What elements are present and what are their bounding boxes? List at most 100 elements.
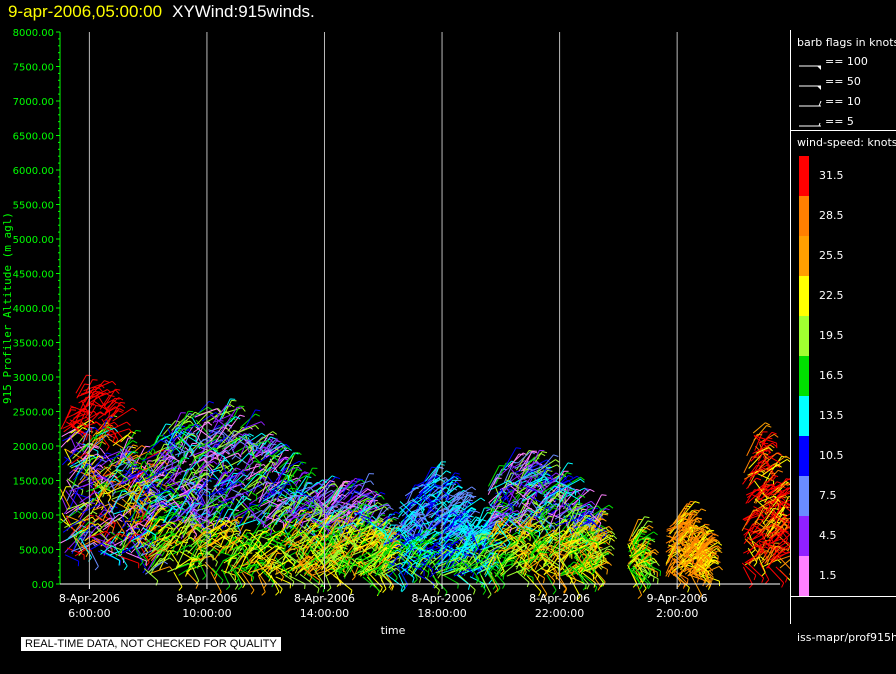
wind-barb-flag: [277, 517, 282, 522]
wind-barb-flag: [411, 499, 417, 504]
wind-barb: [338, 522, 355, 529]
wind-barb: [264, 515, 284, 523]
wind-barb-flag: [177, 541, 183, 543]
wind-barb: [411, 516, 424, 529]
wind-barb: [118, 476, 136, 486]
wind-barb: [65, 515, 75, 532]
wind-barb: [82, 455, 90, 469]
wind-barb: [138, 525, 150, 539]
wind-barb: [212, 405, 227, 424]
wind-barb: [475, 512, 489, 529]
wind-barb: [453, 526, 469, 539]
wind-barb: [259, 485, 271, 503]
wind-barb: [96, 380, 113, 389]
wind-barb-flag: [262, 522, 265, 528]
wind-barb-flag: [189, 502, 194, 507]
wind-barb: [262, 455, 275, 474]
wind-barb-flag: [391, 531, 398, 534]
wind-barb-flag: [396, 549, 402, 553]
wind-barb-flag: [229, 479, 234, 484]
wind-barb: [77, 391, 92, 398]
wind-barb: [449, 543, 471, 553]
wind-barb-flag: [177, 519, 182, 524]
wind-barb: [286, 512, 308, 521]
wind-barb: [248, 442, 263, 451]
wind-barb: [213, 559, 225, 576]
wind-barb-flag: [580, 538, 585, 542]
wind-barb: [239, 561, 262, 574]
wind-barb: [256, 542, 267, 556]
wind-barb: [561, 561, 575, 574]
wind-barb: [146, 469, 164, 481]
wind-barb: [422, 467, 432, 486]
wind-barb-flag: [421, 508, 425, 514]
wind-barb-flag: [475, 510, 480, 514]
wind-barb: [324, 500, 339, 512]
wind-barb: [303, 509, 317, 530]
wind-barb-flag: [287, 505, 293, 510]
wind-barb-flag: [271, 582, 275, 588]
wind-barb: [353, 533, 363, 548]
wind-barb: [153, 455, 171, 474]
wind-barb: [177, 468, 188, 491]
wind-barb-flag: [90, 483, 94, 489]
wind-barb: [223, 484, 235, 501]
wind-barb-flag: [471, 486, 476, 491]
wind-barb: [79, 523, 99, 533]
wind-barb-flag: [445, 500, 451, 504]
wind-barb: [259, 436, 271, 450]
wind-barb-flag: [244, 491, 250, 497]
wind-barb-flag: [462, 503, 467, 508]
wind-barb-flag: [249, 461, 254, 466]
wind-barb: [115, 451, 132, 470]
wind-barb: [195, 426, 213, 440]
wind-barb: [408, 537, 422, 554]
wind-barb-flag: [255, 507, 260, 512]
wind-barb: [321, 483, 333, 496]
wind-barb-flag: [608, 538, 611, 544]
wind-barb-flag: [446, 470, 452, 474]
wind-barb-flag: [255, 409, 261, 412]
wind-barb-flag: [231, 536, 237, 539]
wind-barb: [189, 509, 198, 526]
wind-barb: [247, 468, 267, 482]
wind-barb-flag: [184, 456, 190, 460]
wind-barb: [359, 556, 377, 575]
wind-barb: [442, 566, 463, 577]
wind-barb: [411, 540, 429, 549]
wind-barb-flag: [136, 485, 141, 490]
wind-barb: [359, 564, 374, 584]
wind-barb: [101, 418, 111, 432]
wind-barb: [493, 468, 503, 486]
wind-barb: [248, 566, 268, 574]
wind-barb-flag: [79, 420, 85, 425]
wind-barb: [303, 467, 313, 487]
wind-barb-flag: [316, 509, 322, 511]
wind-barb: [458, 499, 469, 516]
wind-barb-flag: [337, 500, 343, 504]
wind-barb-flag: [497, 473, 503, 476]
wind-barb-flag: [325, 506, 330, 511]
wind-barb: [472, 524, 488, 537]
wind-barb-flag: [494, 588, 499, 594]
wind-barb: [502, 510, 518, 517]
wind-barb: [235, 497, 247, 510]
wind-barb: [397, 526, 411, 547]
wind-barb-flag: [115, 401, 121, 405]
wind-barb-flag: [456, 475, 462, 480]
wind-barb: [78, 514, 90, 531]
wind-barb-flag: [237, 585, 243, 590]
wind-barb: [91, 483, 114, 493]
wind-barb-flag: [353, 522, 358, 527]
wind-barb-flag: [254, 555, 260, 559]
wind-barb: [446, 485, 459, 496]
wind-barb-flag: [341, 493, 347, 497]
wind-barb: [455, 546, 477, 556]
wind-barb: [140, 547, 150, 563]
wind-barb: [335, 534, 345, 555]
wind-barb: [245, 435, 255, 457]
wind-barb-flag: [542, 542, 548, 545]
wind-barb: [224, 416, 237, 427]
wind-barb: [277, 500, 296, 517]
wind-barb: [431, 516, 448, 530]
